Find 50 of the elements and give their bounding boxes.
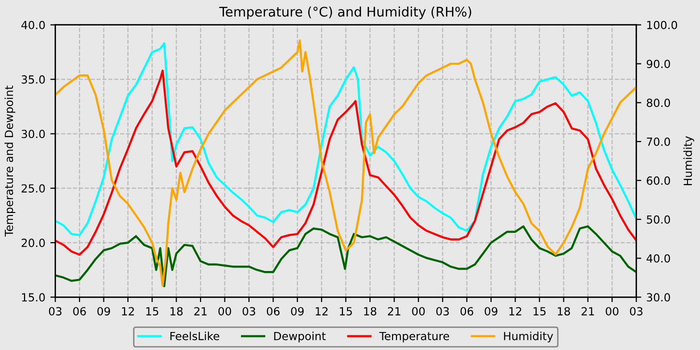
line-series [55, 225, 636, 288]
x-tick-label: 00 [412, 307, 425, 316]
x-tick-label: 15 [340, 307, 352, 316]
x-tick-label: 18 [170, 307, 183, 316]
y-tick-label: 30.0 [22, 130, 45, 138]
x-tick-label: 06 [266, 307, 280, 316]
y2-tick-label: 70.0 [646, 138, 670, 146]
x-tick-label: 21 [582, 307, 594, 316]
x-tick-label: 18 [558, 307, 570, 316]
y-tick-label: 15.0 [22, 293, 45, 302]
x-tick-label: 03 [242, 307, 256, 316]
x-tick-label: 06 [460, 307, 474, 316]
y2-tick-label: 60.0 [646, 176, 670, 185]
x-tick-label: 21 [388, 307, 400, 316]
y-tick-label: 35.0 [22, 75, 45, 84]
x-tick-label: 09 [484, 307, 498, 316]
y-axis-title: Temperature and Dewpoint [4, 86, 16, 237]
x-tick-label: 12 [316, 307, 328, 316]
x-tick-label: 15 [146, 307, 158, 316]
y2-tick-label: 30.0 [646, 293, 670, 302]
x-tick-label: 15 [534, 307, 546, 316]
y2-tick-label: 40.0 [646, 254, 670, 263]
x-tick-label: 06 [73, 307, 86, 316]
legend-label: Dewpoint [274, 332, 326, 342]
line-series [55, 39, 636, 287]
y2-tick-label: 50.0 [646, 215, 670, 224]
line-series [55, 42, 636, 236]
x-tick-label: 03 [630, 307, 642, 316]
legend-label: FeelsLike [170, 332, 220, 340]
y2-tick-label: 100.0 [647, 20, 678, 30]
x-tick-label: 09 [97, 307, 110, 316]
x-tick-label: 03 [436, 307, 449, 316]
x-tick-label: 00 [218, 307, 232, 316]
x-tick-label: 03 [48, 307, 62, 316]
y-tick-label: 25.0 [22, 184, 45, 193]
y-tick-label: 40.0 [21, 20, 45, 30]
x-tick-label: 00 [606, 307, 618, 316]
y-tick-label: 20.0 [22, 238, 45, 248]
y2-axis-title: Humidity [683, 136, 694, 186]
line-series [55, 70, 636, 256]
x-tick-label: 12 [122, 307, 134, 316]
x-tick-label: 18 [364, 307, 376, 316]
x-tick-label: 21 [194, 307, 207, 316]
y2-tick-label: 90.0 [646, 60, 670, 68]
y2-tick-label: 80.0 [646, 98, 670, 108]
legend-label: Temperature [379, 332, 450, 342]
x-tick-label: 09 [291, 307, 304, 316]
legend-label: Humidity [504, 332, 554, 342]
x-tick-label: 12 [509, 307, 522, 316]
chart-title: Temperature (°C) and Humidity (RH%) [219, 6, 472, 20]
